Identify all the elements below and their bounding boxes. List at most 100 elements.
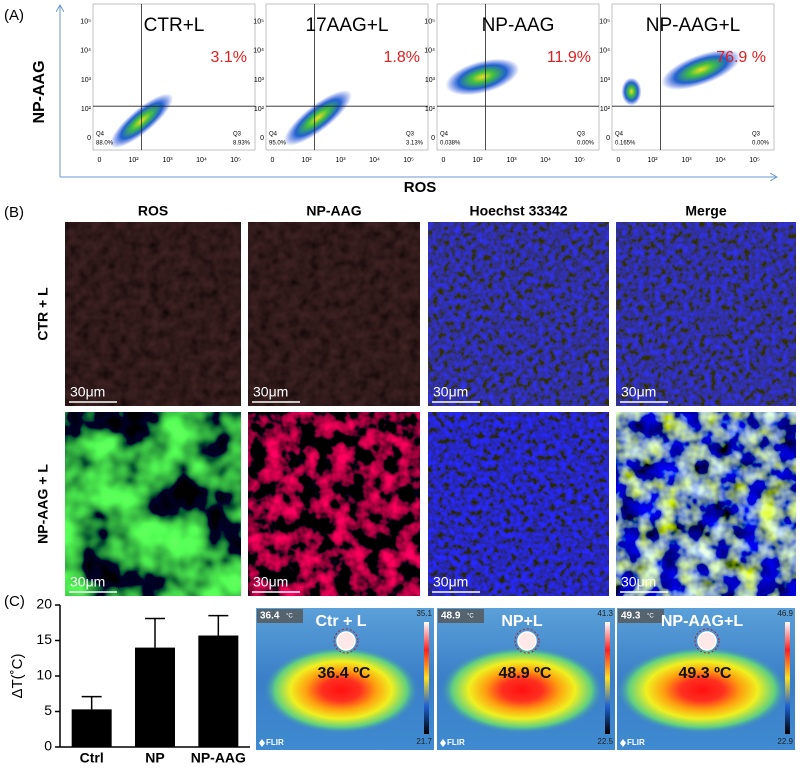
micrograph	[65, 412, 241, 596]
scale-bar-label: 30μm	[253, 384, 288, 400]
y-tick-label: 10⁴	[599, 48, 610, 55]
y-axis-label: ΔT(˚C)	[9, 653, 26, 698]
x-tick-label: NP	[145, 750, 164, 766]
panel-label: (B)	[4, 204, 24, 221]
thermal-label: NP-AAG+L	[661, 613, 743, 630]
corner-box	[438, 609, 484, 623]
x-tick-label: 10²	[128, 157, 139, 164]
column-header: NP-AAG	[306, 203, 361, 219]
y-tick-label: 10²	[81, 106, 92, 113]
bar	[135, 647, 175, 747]
corner-box	[618, 609, 664, 623]
plot-frame	[92, 3, 256, 151]
brand-icon	[259, 739, 265, 747]
quadrant-label: Q4	[96, 132, 105, 138]
scale-min: 21.7	[416, 737, 432, 746]
x-tick-label: 10⁵	[403, 157, 414, 164]
hot-spot-ring	[694, 628, 720, 654]
corner-unit: °C	[286, 614, 293, 620]
micrograph	[428, 222, 609, 406]
hot-spot	[697, 631, 717, 651]
heat-zone	[616, 646, 788, 734]
x-tick-label: 10³	[506, 157, 517, 164]
scatter-cloud	[445, 58, 520, 96]
color-scale	[605, 622, 610, 734]
corner-box	[257, 609, 303, 623]
heat-zone	[440, 646, 604, 734]
micrograph	[616, 412, 796, 596]
x-tick-label: 10⁵	[574, 157, 585, 164]
plot-title: NP-AAG+L	[646, 15, 741, 36]
row-label: CTR + L	[35, 287, 51, 341]
y-tick-label: 15	[36, 631, 52, 647]
panel-label: (C)	[4, 593, 25, 610]
y-tick-label: 10⁵	[599, 18, 610, 25]
column-header: ROS	[138, 203, 168, 219]
x-tick-label: 10⁵	[749, 157, 760, 164]
plot-title: NP-AAG	[482, 15, 555, 36]
scale-max: 41.3	[597, 609, 613, 618]
gate-percent: 76.9 %	[716, 49, 766, 66]
quadrant-value: 0.00%	[577, 141, 595, 147]
heat-zone	[263, 646, 419, 734]
x-tick-label: 10³	[681, 157, 692, 164]
scale-min: 22.9	[777, 737, 793, 746]
y-tick-label: 10³	[254, 77, 265, 84]
quadrant-value: 0.00%	[752, 141, 770, 147]
quadrant-value: 0.038%	[440, 141, 461, 147]
micrograph	[65, 222, 241, 406]
brand-icon	[440, 739, 446, 747]
quadrant-label: Q3	[406, 132, 415, 138]
quadrant-value: 8.93%	[233, 141, 251, 147]
scatter-cloud	[661, 49, 741, 90]
thermal-temperature: 48.9 ºC	[499, 665, 552, 682]
y-tick-label: 10⁴	[424, 48, 435, 55]
micrograph	[248, 222, 420, 406]
x-tick-label: 10²	[647, 157, 658, 164]
x-tick-label: 10³	[335, 157, 346, 164]
quadrant-value: 95.0%	[269, 141, 287, 147]
y-tick-label: 10⁴	[80, 48, 91, 55]
column-header: Hoechst 33342	[469, 203, 567, 219]
x-tick-label: 10⁴	[369, 157, 380, 164]
brand-icon	[620, 739, 626, 747]
y-tick-label: 10³	[600, 77, 611, 84]
x-tick-label: 10²	[301, 157, 312, 164]
brand: FLIR	[266, 738, 284, 747]
quadrant-label: Q4	[440, 132, 449, 138]
x-tick-label: NP-AAG	[191, 750, 246, 766]
x-tick-label: 10²	[472, 157, 483, 164]
hot-spot-ring	[333, 628, 359, 654]
x-tick-label: 10⁴	[540, 157, 551, 164]
error-bar	[208, 614, 229, 636]
x-tick-label: 0	[442, 157, 446, 164]
quadrant-label: Q3	[577, 132, 586, 138]
quadrant-value: 88.0%	[96, 141, 114, 147]
x-tick-label: 0	[617, 157, 621, 164]
thermal-temperature: 49.3 ºC	[679, 665, 732, 682]
hot-spot	[517, 631, 537, 651]
column-header: Merge	[685, 203, 726, 219]
y-axis-label: NP-AAG	[31, 60, 48, 123]
color-scale	[424, 622, 429, 734]
plot-title: CTR+L	[144, 15, 205, 36]
quadrant-label: Q4	[269, 132, 278, 138]
y-tick-label: 10²	[425, 106, 436, 113]
y-tick-label: 10²	[600, 106, 611, 113]
bar	[198, 635, 239, 747]
scatter-cloud	[621, 77, 642, 106]
y-tick-label: 10³	[425, 77, 436, 84]
scale-min: 22.5	[597, 737, 613, 746]
hot-spot-ring	[514, 628, 540, 654]
y-tick-label: 10³	[81, 77, 92, 84]
gate-percent: 1.8%	[384, 49, 420, 66]
gate-percent: 3.1%	[211, 49, 247, 66]
corner-reading: 36.4	[260, 611, 280, 622]
row-label: NP-AAG + L	[35, 464, 51, 544]
corner-unit: °C	[647, 614, 654, 620]
color-scale	[785, 622, 790, 734]
y-tick-label: 0	[87, 135, 91, 142]
scale-bar-label: 30μm	[70, 384, 105, 400]
micrograph	[248, 412, 420, 596]
